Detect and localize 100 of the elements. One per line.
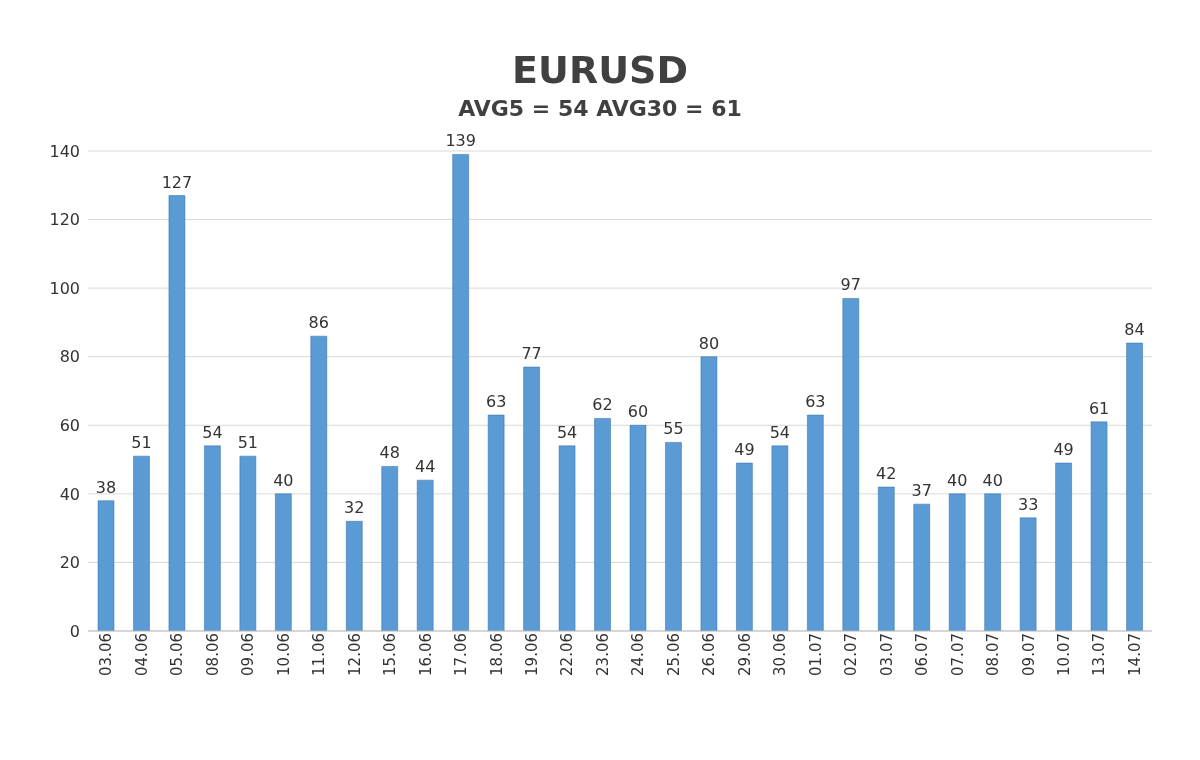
bar xyxy=(736,462,753,631)
data-label: 80 xyxy=(698,333,720,353)
data-label: 61 xyxy=(1088,398,1110,418)
data-label: 49 xyxy=(1053,440,1074,459)
chart-title: EURUSD xyxy=(511,47,689,92)
x-tick-label: 07.07 xyxy=(948,633,967,676)
data-label: 33 xyxy=(1017,494,1039,514)
bar xyxy=(913,503,930,631)
data-label: 42 xyxy=(876,464,897,483)
x-tick-label: 17.06 xyxy=(452,633,471,676)
bar xyxy=(523,366,540,631)
bar xyxy=(948,493,966,631)
bar xyxy=(984,493,1001,631)
data-label: 127 xyxy=(161,172,193,192)
x-tick-label: 25.06 xyxy=(664,633,683,676)
bar xyxy=(807,414,824,631)
data-label: 37 xyxy=(911,481,932,501)
bar xyxy=(842,298,860,631)
x-tick-label: 05.06 xyxy=(168,633,187,676)
bar xyxy=(700,356,718,631)
x-tick-label: 01.07 xyxy=(806,633,825,676)
y-tick-label: 40 xyxy=(59,484,80,504)
data-label: 54 xyxy=(556,422,578,442)
x-tick-label: 09.07 xyxy=(1019,633,1038,676)
x-tick-label: 09.06 xyxy=(239,633,258,676)
x-tick-label: 03.07 xyxy=(877,633,896,676)
x-tick-label: 08.06 xyxy=(203,633,222,676)
x-tick-label: 03.06 xyxy=(97,633,116,676)
bar xyxy=(1126,342,1143,631)
bar xyxy=(629,425,647,631)
data-label: 62 xyxy=(592,395,613,415)
data-label: 77 xyxy=(521,344,542,363)
data-label: 38 xyxy=(95,477,117,497)
x-tick-label: 26.06 xyxy=(700,633,719,676)
data-label: 63 xyxy=(805,392,826,411)
x-tick-label: 10.06 xyxy=(274,633,293,676)
data-label: 55 xyxy=(663,419,684,439)
bar xyxy=(487,414,505,631)
x-tick-label: 04.06 xyxy=(132,633,151,676)
data-label: 54 xyxy=(769,422,791,442)
x-tick-label: 06.07 xyxy=(913,633,932,676)
x-tick-label: 10.07 xyxy=(1054,633,1073,676)
data-label: 60 xyxy=(627,402,649,422)
bar xyxy=(665,442,682,631)
data-label: 32 xyxy=(344,498,365,518)
bar xyxy=(97,500,115,631)
bar xyxy=(1019,517,1037,631)
bar xyxy=(133,455,150,631)
bar xyxy=(310,335,328,631)
bar xyxy=(204,445,221,631)
data-label: 63 xyxy=(485,392,507,411)
y-tick-label: 20 xyxy=(59,553,80,573)
x-tick-label: 13.07 xyxy=(1090,633,1109,676)
bar xyxy=(558,445,576,631)
data-label: 139 xyxy=(445,131,476,151)
x-tick-label: 02.07 xyxy=(842,633,861,676)
x-tick-label: 18.06 xyxy=(487,633,506,676)
x-tick-label: 23.06 xyxy=(593,633,612,676)
y-tick-label: 80 xyxy=(59,347,80,367)
data-label: 49 xyxy=(734,440,755,459)
y-tick-label: 120 xyxy=(49,210,80,230)
bar xyxy=(275,493,292,631)
bar xyxy=(771,445,789,631)
data-label: 40 xyxy=(982,470,1003,490)
bar xyxy=(381,466,398,631)
x-tick-label: 16.06 xyxy=(416,633,435,676)
x-tick-label: 08.07 xyxy=(984,633,1003,676)
data-label: 40 xyxy=(947,470,968,490)
bar xyxy=(1055,462,1072,631)
bar xyxy=(239,455,257,631)
x-tick-label: 11.06 xyxy=(310,633,329,676)
y-tick-label: 0 xyxy=(69,621,80,641)
data-label: 40 xyxy=(273,470,294,490)
data-label: 44 xyxy=(415,457,436,477)
data-label: 48 xyxy=(379,443,400,463)
bar xyxy=(452,154,469,631)
data-label: 51 xyxy=(131,433,152,453)
bar xyxy=(168,195,186,631)
x-tick-label: 30.06 xyxy=(771,633,790,676)
data-label: 84 xyxy=(1124,320,1145,339)
x-tick-label: 22.06 xyxy=(558,633,577,676)
data-label: 97 xyxy=(840,275,861,295)
bar xyxy=(346,521,363,631)
data-label: 51 xyxy=(237,433,259,453)
x-tick-label: 12.06 xyxy=(345,633,364,676)
x-tick-label: 15.06 xyxy=(381,633,400,676)
data-label: 54 xyxy=(202,422,223,442)
bar xyxy=(594,418,611,631)
chart-subtitle: AVG5 = 54 AVG30 = 61 xyxy=(457,96,743,121)
bar xyxy=(878,486,895,631)
y-tick-label: 100 xyxy=(49,278,80,298)
bar xyxy=(416,479,434,631)
y-tick-label: 60 xyxy=(59,415,80,435)
data-label: 86 xyxy=(308,313,329,333)
y-tick-label: 140 xyxy=(49,141,80,161)
x-tick-label: 19.06 xyxy=(522,633,541,676)
x-tick-label: 24.06 xyxy=(629,633,648,676)
x-tick-label: 29.06 xyxy=(735,633,754,676)
x-tick-label: 14.07 xyxy=(1125,633,1144,676)
bar xyxy=(1090,421,1108,631)
